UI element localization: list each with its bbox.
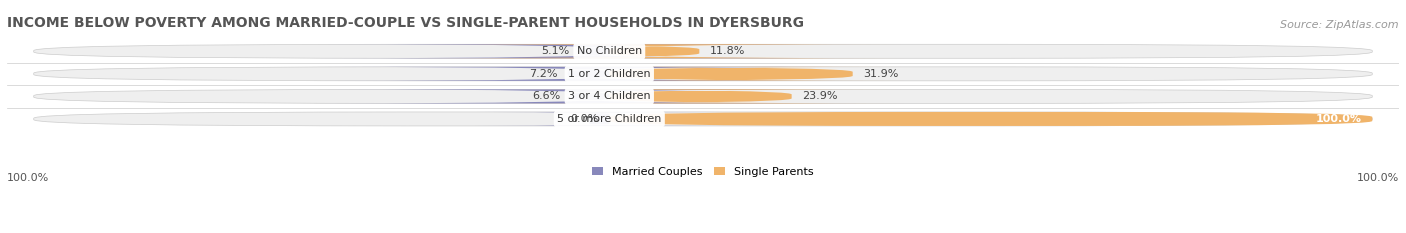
- Text: 3 or 4 Children: 3 or 4 Children: [568, 91, 651, 101]
- FancyBboxPatch shape: [405, 44, 904, 58]
- Text: INCOME BELOW POVERTY AMONG MARRIED-COUPLE VS SINGLE-PARENT HOUSEHOLDS IN DYERSBU: INCOME BELOW POVERTY AMONG MARRIED-COUPL…: [7, 16, 804, 30]
- Text: 7.2%: 7.2%: [529, 69, 557, 79]
- FancyBboxPatch shape: [34, 44, 1372, 58]
- Text: 0.0%: 0.0%: [571, 114, 599, 124]
- FancyBboxPatch shape: [34, 67, 1372, 81]
- Text: 6.6%: 6.6%: [533, 91, 561, 101]
- FancyBboxPatch shape: [315, 44, 875, 58]
- Text: 1 or 2 Children: 1 or 2 Children: [568, 69, 651, 79]
- Text: 11.8%: 11.8%: [710, 46, 745, 56]
- Text: 100.0%: 100.0%: [7, 173, 49, 183]
- FancyBboxPatch shape: [315, 67, 862, 81]
- Text: 5.1%: 5.1%: [541, 46, 569, 56]
- Text: 100.0%: 100.0%: [1357, 173, 1399, 183]
- FancyBboxPatch shape: [498, 89, 904, 103]
- FancyBboxPatch shape: [609, 112, 1372, 126]
- FancyBboxPatch shape: [475, 112, 723, 126]
- FancyBboxPatch shape: [34, 89, 1372, 103]
- FancyBboxPatch shape: [558, 67, 904, 81]
- Text: Source: ZipAtlas.com: Source: ZipAtlas.com: [1281, 20, 1399, 30]
- FancyBboxPatch shape: [34, 112, 1372, 126]
- Text: 31.9%: 31.9%: [863, 69, 898, 79]
- Legend: Married Couples, Single Parents: Married Couples, Single Parents: [592, 167, 814, 177]
- Text: 5 or more Children: 5 or more Children: [557, 114, 661, 124]
- FancyBboxPatch shape: [315, 89, 866, 103]
- Text: 23.9%: 23.9%: [803, 91, 838, 101]
- Text: 100.0%: 100.0%: [1316, 114, 1361, 124]
- Text: No Children: No Children: [576, 46, 643, 56]
